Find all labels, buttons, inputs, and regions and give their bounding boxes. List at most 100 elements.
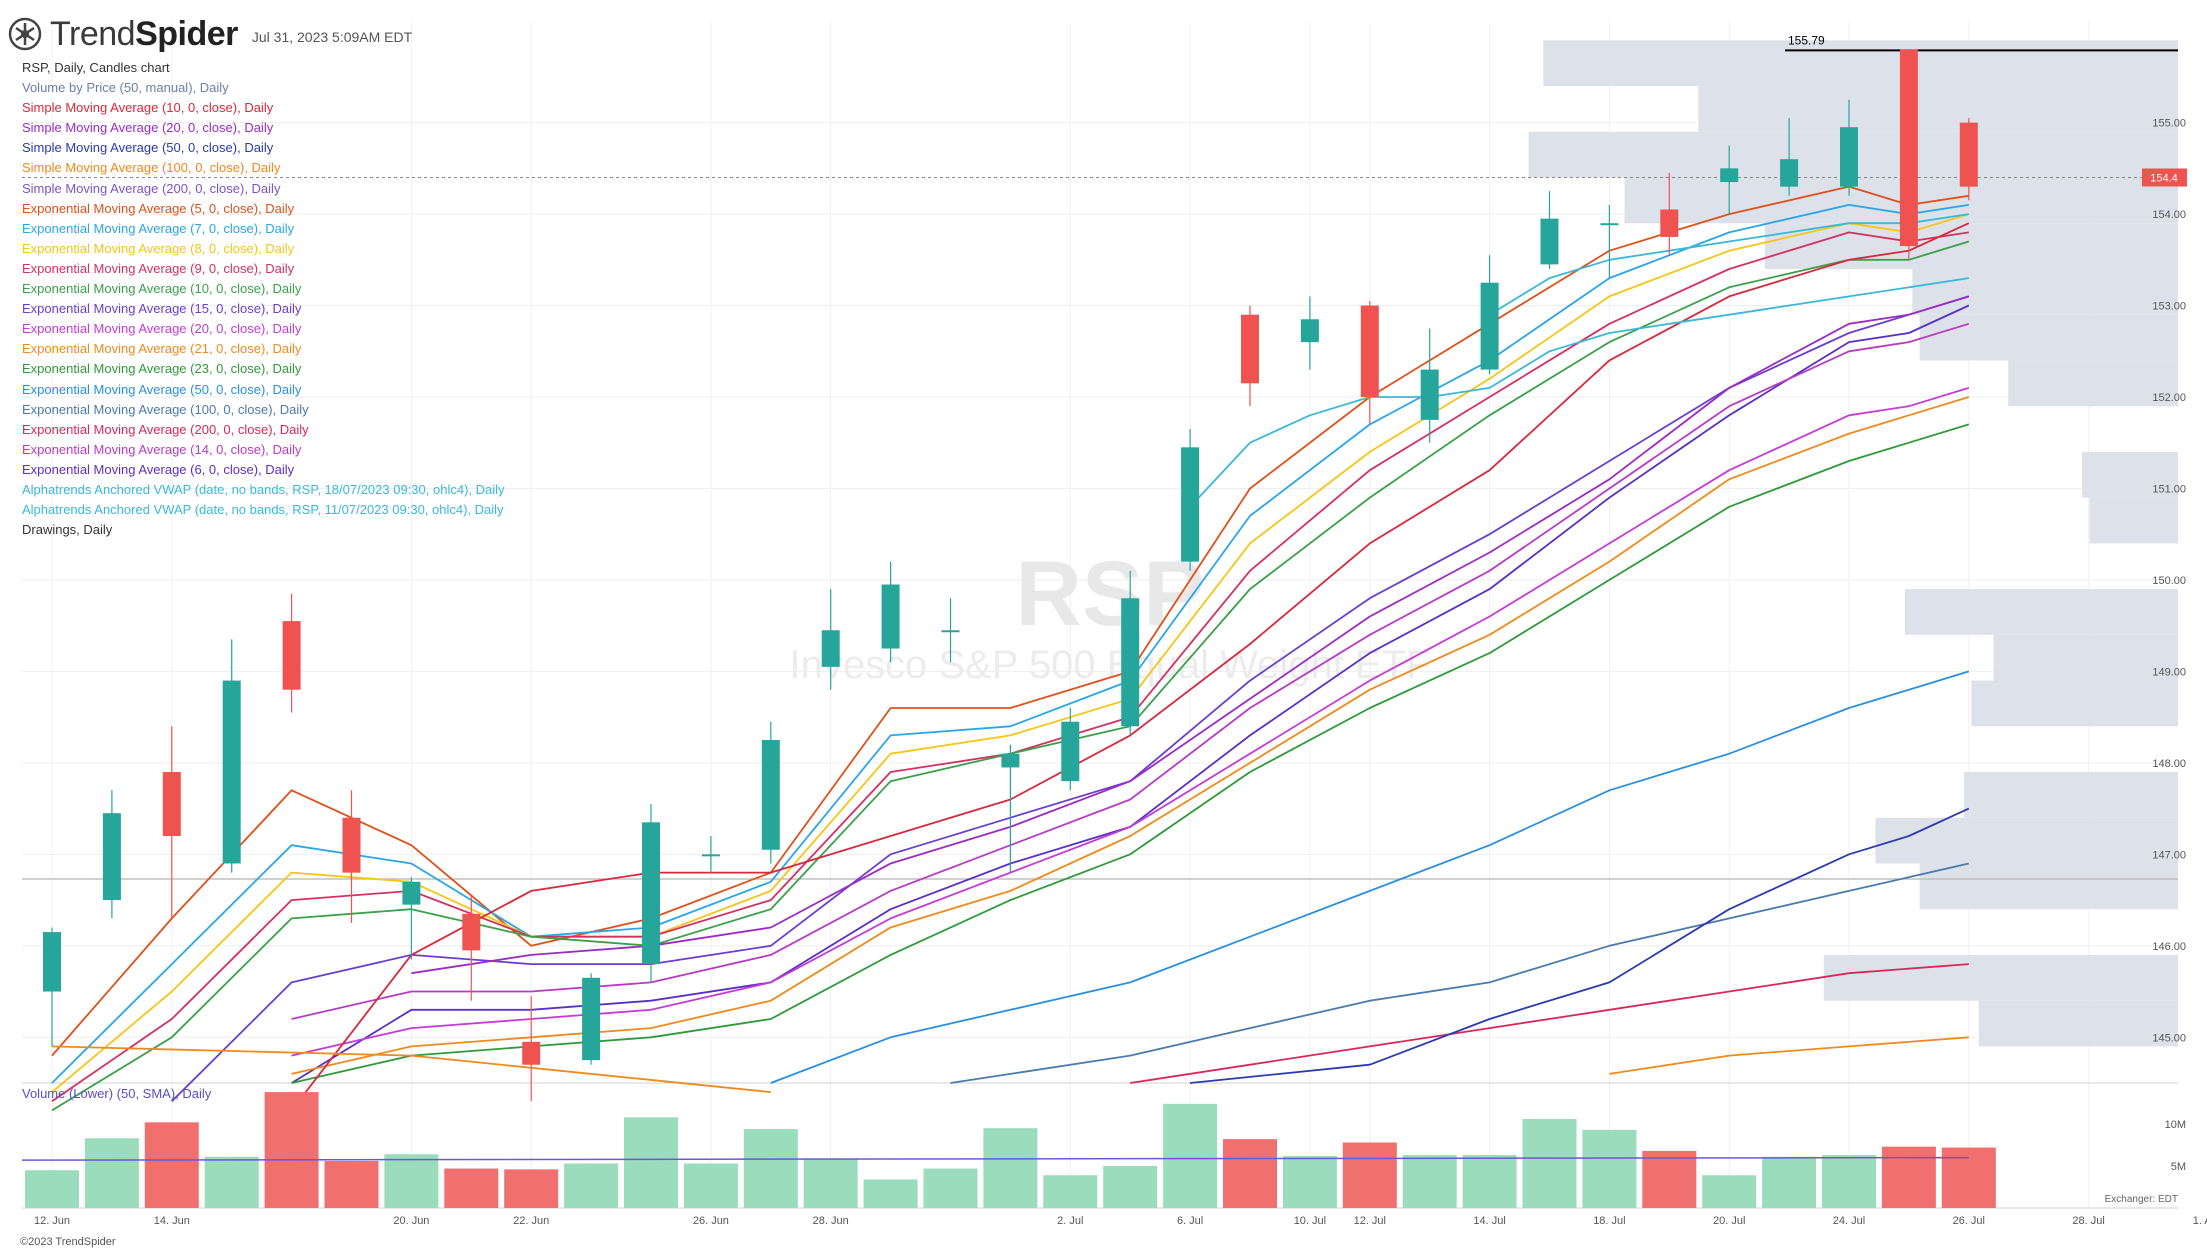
legend-item[interactable]: Simple Moving Average (100, 0, close), D… — [22, 160, 281, 176]
legend-item[interactable]: Exponential Moving Average (20, 0, close… — [22, 321, 302, 337]
volume-by-price-bar — [1823, 954, 2178, 1001]
volume-by-price-bar — [1963, 772, 2178, 818]
indicator-line — [51, 185, 1969, 1057]
candle-body — [701, 854, 720, 857]
watermark-name: Invesco S&P 500 Equal Weight ETF — [789, 643, 1430, 687]
candle-body — [102, 813, 121, 901]
candle-body — [522, 1041, 541, 1065]
legend-item[interactable]: Exponential Moving Average (23, 0, close… — [22, 361, 302, 377]
volume-by-price-bar — [2008, 360, 2178, 407]
date-tick-label: 14. Jul — [1473, 1215, 1505, 1227]
candle-body — [342, 817, 361, 873]
timestamp: Jul 31, 2023 5:09AM EDT — [251, 29, 413, 45]
legend-item[interactable]: Exponential Moving Average (50, 0, close… — [22, 381, 302, 397]
volume-bar — [1582, 1129, 1637, 1208]
candle-body — [1300, 319, 1319, 343]
volume-bar — [84, 1138, 139, 1208]
legend-item[interactable]: Exponential Moving Average (15, 0, close… — [22, 301, 302, 317]
volume-bar — [683, 1163, 738, 1208]
date-tick-label: 28. Jul — [2072, 1215, 2104, 1227]
volume-by-price-bar — [1912, 268, 2178, 315]
date-tick-label: 12. Jul — [1354, 1215, 1386, 1227]
volume-bar — [1522, 1118, 1577, 1208]
volume-by-price-bars — [1528, 40, 2178, 1047]
price-axis[interactable]: 145.00 146.00 147.00 148.00 149.00 150.00 151.… — [2142, 118, 2187, 1173]
volume-bars — [21, 1092, 1996, 1208]
current-price-label: 154.4 — [2150, 172, 2178, 184]
legend-item[interactable]: Exponential Moving Average (100, 0, clos… — [22, 401, 309, 417]
volume-bar — [1342, 1142, 1397, 1208]
volume-bar — [1702, 1175, 1757, 1208]
legend-item[interactable]: Exponential Moving Average (14, 0, close… — [22, 441, 302, 457]
legend-item[interactable]: Alphatrends Anchored VWAP (date, no band… — [22, 481, 505, 497]
date-tick-label: 28. Jun — [813, 1215, 849, 1227]
header: TrendSpider Jul 31, 2023 5:09AM EDT — [8, 14, 412, 54]
price-tick-label: 153.00 — [2152, 301, 2186, 313]
indicator-line — [1609, 1036, 1969, 1075]
volume-bar — [564, 1163, 619, 1208]
date-axis[interactable]: 12. Jun 14. Jun 20. Jun 22. Jun 26. Jun 28. J… — [34, 1215, 2207, 1227]
spider-logo-icon — [8, 17, 42, 51]
volume-bar — [1163, 1103, 1218, 1208]
candle-body — [222, 680, 241, 864]
legend-item[interactable]: Simple Moving Average (200, 0, close), D… — [22, 180, 281, 196]
legend-item[interactable]: Exponential Moving Average (9, 0, close)… — [22, 260, 295, 276]
date-tick-label: 2. Jul — [1057, 1215, 1083, 1227]
volume-bar — [1282, 1155, 1337, 1208]
volume-bar — [1043, 1175, 1098, 1208]
volume-bar — [444, 1168, 499, 1208]
date-tick-label: 14. Jun — [154, 1215, 190, 1227]
volume-bar — [324, 1160, 379, 1208]
candle-body — [1720, 168, 1739, 183]
candle-body — [462, 913, 481, 951]
candle-body — [1061, 721, 1080, 782]
legend-item[interactable]: Exponential Moving Average (200, 0, clos… — [22, 421, 309, 437]
legend-item[interactable]: Alphatrends Anchored VWAP (date, no band… — [22, 502, 504, 518]
candle-body — [1899, 49, 1918, 247]
candle-body — [1480, 282, 1499, 370]
trendspider-logo[interactable]: TrendSpider — [8, 15, 238, 54]
legend-item[interactable]: Simple Moving Average (20, 0, close), Da… — [22, 120, 274, 136]
legend-item[interactable]: Exponential Moving Average (21, 0, close… — [22, 341, 302, 357]
volume-bar — [25, 1170, 79, 1208]
volume-bar — [1762, 1156, 1817, 1208]
candle-body — [1540, 218, 1559, 265]
price-tick-label: 154.00 — [2152, 209, 2186, 221]
volume-sma-line — [21, 1156, 1969, 1161]
volume-by-price-bar — [1543, 40, 2178, 87]
date-tick-label: 26. Jun — [693, 1215, 729, 1227]
price-tick-label: 149.00 — [2152, 666, 2186, 678]
legend-item[interactable]: Exponential Moving Average (6, 0, close)… — [22, 461, 295, 477]
legend-item[interactable]: Drawings, Daily — [22, 522, 113, 538]
volume-bar — [264, 1092, 319, 1208]
indicator-line — [1489, 213, 1969, 316]
volume-bar — [504, 1169, 559, 1208]
legend-item[interactable]: RSP, Daily, Candles chart — [22, 60, 170, 75]
candle-body — [941, 630, 960, 633]
legend-item[interactable]: Simple Moving Average (50, 0, close), Da… — [22, 140, 274, 156]
legend-item[interactable]: Exponential Moving Average (10, 0, close… — [22, 281, 302, 297]
candle-body — [1600, 223, 1619, 226]
legend-item[interactable]: Exponential Moving Average (5, 0, close)… — [22, 200, 295, 216]
candle-body — [162, 772, 181, 837]
volume-bar — [1822, 1155, 1876, 1208]
volume-by-price-bar — [1875, 817, 2178, 864]
candle-body — [1001, 753, 1020, 768]
candle-body — [1959, 122, 1978, 187]
legend-item[interactable]: Simple Moving Average (10, 0, close), Da… — [22, 100, 274, 116]
volume-bar — [803, 1159, 858, 1208]
volume-bar — [983, 1128, 1038, 1208]
exchange-label: Exchanger: EDT — [2105, 1194, 2178, 1205]
candle-body — [1241, 314, 1259, 384]
volume-bar — [1881, 1146, 1936, 1208]
date-tick-label: 22. Jun — [513, 1215, 549, 1227]
date-tick-label: 18. Jul — [1593, 1215, 1625, 1227]
volume-by-price-bar — [1919, 863, 2178, 910]
candle-body — [402, 881, 421, 905]
legend-item[interactable]: Volume by Price (50, manual), Daily — [22, 80, 229, 96]
candle-body — [1420, 369, 1439, 420]
legend-item[interactable]: Exponential Moving Average (7, 0, close)… — [22, 220, 295, 236]
indicator-line — [950, 862, 1970, 1084]
legend-item[interactable]: Exponential Moving Average (8, 0, close)… — [22, 240, 295, 256]
